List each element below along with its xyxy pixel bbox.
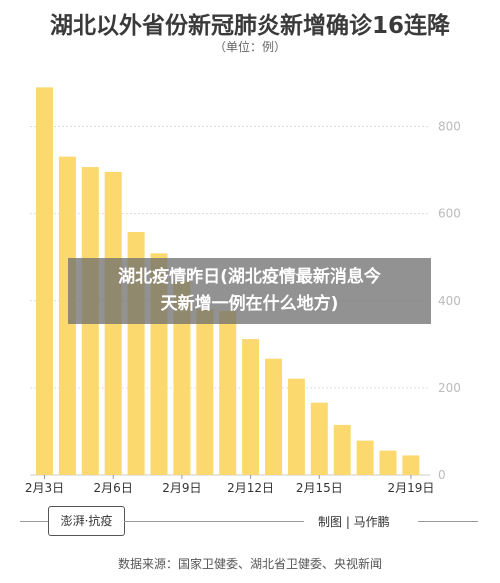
bar-2月18日 xyxy=(379,450,397,475)
bar-2月12日 xyxy=(242,339,260,475)
y-tick-label: 400 xyxy=(438,294,461,308)
x-tick-label: 2月3日 xyxy=(25,481,64,495)
x-tick-label: 2月15日 xyxy=(296,481,343,495)
bar-2月10日 xyxy=(196,309,214,475)
y-tick-label: 200 xyxy=(438,381,461,395)
chart-credit: 制图 | 马作鹏 xyxy=(318,515,390,529)
caption-line-2: 天新增一例在什么地方) xyxy=(160,294,339,314)
bar-chart: 0 200 400 600 800 2月3日 2月6日 2月9日 2月12日 2月15日 2月19日 xyxy=(25,87,461,495)
bar-2月11日 xyxy=(219,310,237,475)
y-tick-label: 600 xyxy=(438,207,461,221)
bar-2月9日 xyxy=(173,281,191,475)
bar-2月15日 xyxy=(310,402,328,475)
caption-overlay: 湖北疫情昨日(湖北疫情最新消息今 天新增一例在什么地方) xyxy=(68,258,431,324)
x-tick-label: 2月19日 xyxy=(387,481,434,495)
y-tick-label: 800 xyxy=(438,120,461,134)
bar-2月4日 xyxy=(58,156,76,475)
bar-2月16日 xyxy=(333,424,351,475)
bar-2月19日 xyxy=(402,455,420,475)
chart-subtitle: （单位：例） xyxy=(213,40,286,54)
footer-divider-right xyxy=(418,521,478,522)
bar-2月17日 xyxy=(356,440,374,475)
data-source: 数据来源：国家卫健委、湖北省卫健委、央视新闻 xyxy=(117,557,382,571)
chart-title: 湖北以外省份新冠肺炎新增确诊16连降 xyxy=(49,13,450,39)
y-tick-label: 0 xyxy=(438,468,446,482)
publisher-logo: 澎湃·抗疫 xyxy=(48,506,125,536)
x-tick-label: 2月6日 xyxy=(94,481,133,495)
bar-2月13日 xyxy=(265,358,282,475)
caption-line-1: 湖北疫情昨日(湖北疫情最新消息今 xyxy=(118,267,381,287)
x-tick-label: 2月12日 xyxy=(227,481,274,495)
bar-2月3日 xyxy=(36,87,53,475)
footer-divider-mid xyxy=(124,521,304,522)
footer-divider-left xyxy=(20,521,48,522)
bar-2月14日 xyxy=(287,378,305,475)
x-tick-label: 2月9日 xyxy=(162,481,201,495)
